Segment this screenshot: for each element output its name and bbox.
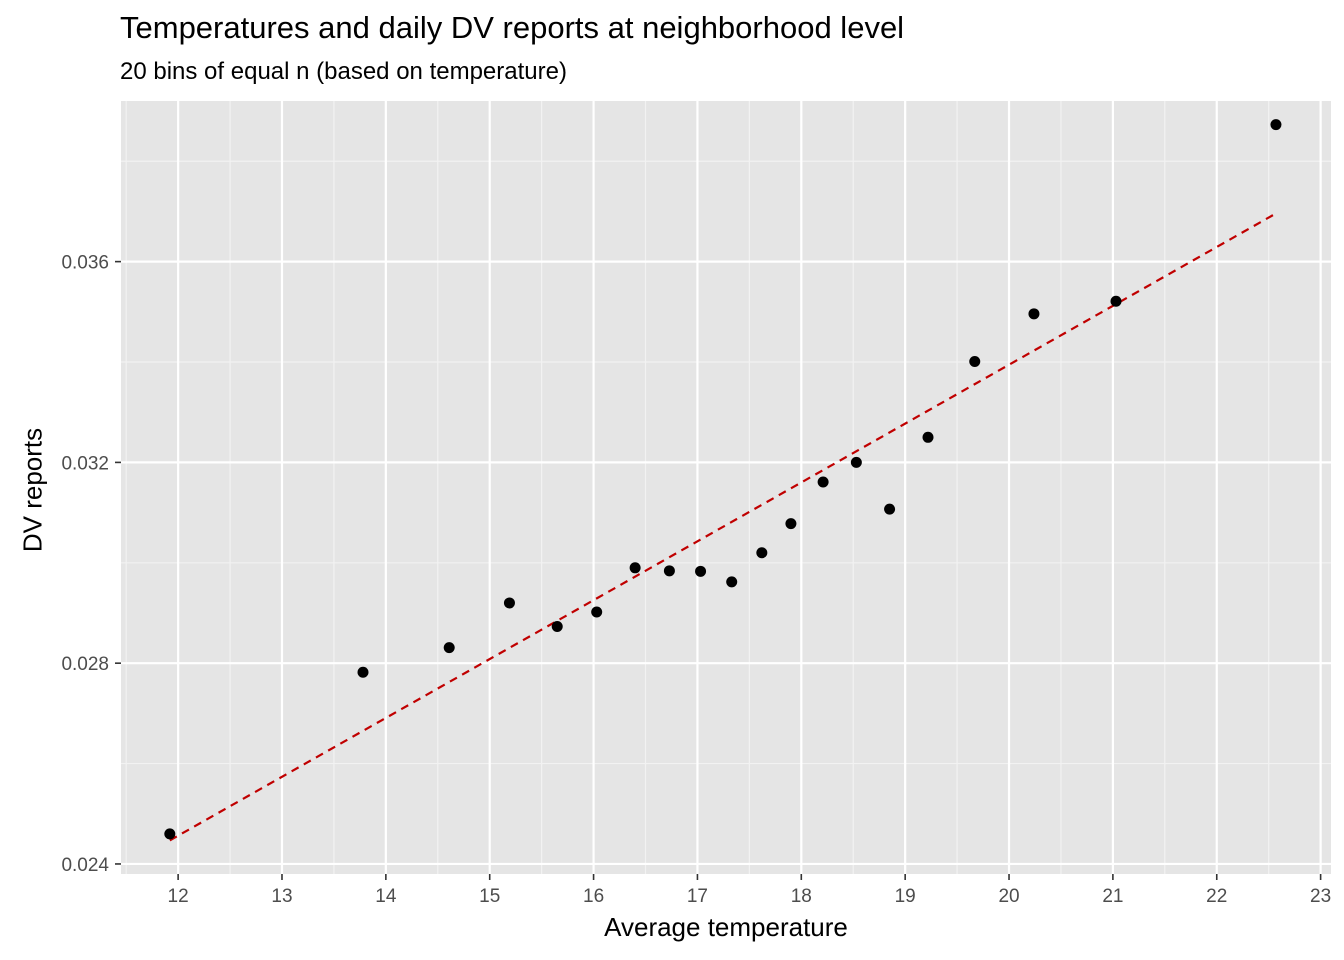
- x-tick-label: 20: [998, 886, 1019, 907]
- data-point: [726, 576, 738, 588]
- data-point: [785, 518, 797, 530]
- data-point: [357, 666, 369, 678]
- data-point: [1028, 308, 1040, 320]
- x-tick-label: 14: [375, 886, 397, 907]
- y-tick-label: 0.024: [61, 855, 109, 876]
- chart-title: Temperatures and daily DV reports at nei…: [120, 10, 905, 45]
- y-tick-label: 0.032: [61, 453, 109, 474]
- minor-gridlines: [121, 101, 1331, 874]
- x-tick-label: 19: [895, 886, 916, 907]
- y-axis-label: DV reports: [17, 427, 48, 553]
- data-point: [663, 565, 675, 577]
- x-tick-label: 18: [791, 886, 812, 907]
- x-tick-label: 15: [479, 886, 500, 907]
- y-tick-label: 0.028: [61, 654, 109, 675]
- data-point: [884, 503, 896, 515]
- data-point: [1270, 119, 1282, 131]
- data-point: [922, 431, 934, 443]
- x-tick-label: 16: [583, 886, 604, 907]
- x-tick-label: 22: [1206, 886, 1227, 907]
- data-point: [629, 562, 641, 574]
- x-tick-label: 12: [168, 886, 189, 907]
- data-points: [164, 119, 1282, 840]
- data-point: [164, 828, 176, 840]
- fit-line-group: [169, 212, 1277, 842]
- x-axis: 12 13 14 15 16 17 18 19 20 21 22 23: [168, 874, 1331, 907]
- data-point: [756, 547, 768, 559]
- data-point: [817, 476, 829, 488]
- x-tick-label: 23: [1310, 886, 1331, 907]
- x-tick-label: 17: [687, 886, 708, 907]
- y-tick-label: 0.036: [61, 253, 109, 274]
- x-tick-label: 13: [271, 886, 292, 907]
- data-point: [850, 456, 862, 468]
- data-point: [695, 565, 707, 577]
- plot-panel: [121, 101, 1331, 874]
- data-point: [551, 621, 563, 633]
- major-gridlines: [121, 101, 1331, 874]
- data-point: [443, 642, 455, 654]
- chart-subtitle: 20 bins of equal n (based on temperature…: [120, 58, 567, 85]
- x-axis-label: Average temperature: [604, 912, 848, 942]
- x-tick-label: 21: [1102, 886, 1123, 907]
- data-point: [503, 597, 515, 609]
- data-point: [969, 356, 981, 368]
- data-point: [1110, 295, 1122, 307]
- data-point: [591, 606, 603, 618]
- y-axis: 0.024 0.028 0.032 0.036: [61, 253, 121, 876]
- fit-line: [169, 212, 1277, 842]
